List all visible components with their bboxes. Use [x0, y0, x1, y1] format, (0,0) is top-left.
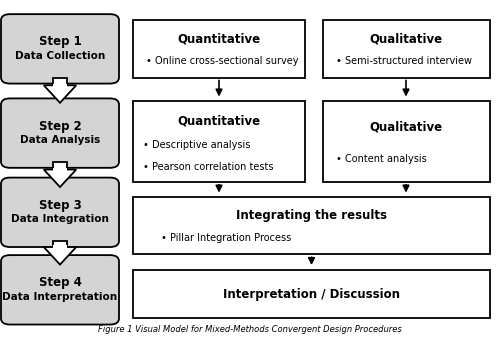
Bar	[53, 245, 67, 249]
Bar	[132, 197, 490, 254]
Text: Step 2: Step 2	[38, 120, 82, 133]
Text: Step 3: Step 3	[38, 199, 82, 212]
Polygon shape	[44, 247, 76, 265]
FancyBboxPatch shape	[1, 178, 119, 247]
Text: Data Integration: Data Integration	[11, 214, 109, 224]
Polygon shape	[44, 170, 76, 187]
Bar	[132, 270, 490, 318]
Text: • Semi-structured interview: • Semi-structured interview	[336, 57, 472, 66]
Bar	[53, 78, 67, 85]
Bar	[53, 168, 67, 171]
Text: Step 1: Step 1	[38, 35, 82, 49]
Bar	[132, 20, 305, 78]
Text: Integrating the results: Integrating the results	[236, 209, 387, 222]
Text: Step 4: Step 4	[38, 276, 82, 289]
Text: • Descriptive analysis: • Descriptive analysis	[143, 140, 250, 150]
Text: Quantitative: Quantitative	[177, 32, 260, 45]
Bar	[132, 101, 305, 182]
Text: • Pillar Integration Process: • Pillar Integration Process	[161, 234, 292, 243]
Text: Interpretation / Discussion: Interpretation / Discussion	[223, 287, 400, 301]
Text: Data Interpretation: Data Interpretation	[2, 292, 117, 302]
Text: • Pearson correlation tests: • Pearson correlation tests	[143, 162, 274, 173]
Bar	[322, 20, 490, 78]
Text: Data Collection: Data Collection	[15, 51, 105, 61]
Bar	[53, 241, 67, 247]
FancyBboxPatch shape	[1, 98, 119, 168]
Text: Qualitative: Qualitative	[370, 121, 443, 133]
Bar	[53, 84, 67, 87]
FancyBboxPatch shape	[1, 255, 119, 325]
Text: Qualitative: Qualitative	[370, 32, 443, 45]
Text: Figure 1 Visual Model for Mixed-Methods Convergent Design Procedures: Figure 1 Visual Model for Mixed-Methods …	[98, 325, 402, 334]
Text: Data Analysis: Data Analysis	[20, 135, 100, 145]
Polygon shape	[44, 85, 76, 103]
Text: • Content analysis: • Content analysis	[336, 154, 426, 164]
FancyBboxPatch shape	[1, 14, 119, 84]
Text: • Online cross-sectional survey: • Online cross-sectional survey	[146, 57, 299, 66]
Text: Quantitative: Quantitative	[177, 115, 260, 128]
Bar	[322, 101, 490, 182]
Bar	[53, 162, 67, 170]
